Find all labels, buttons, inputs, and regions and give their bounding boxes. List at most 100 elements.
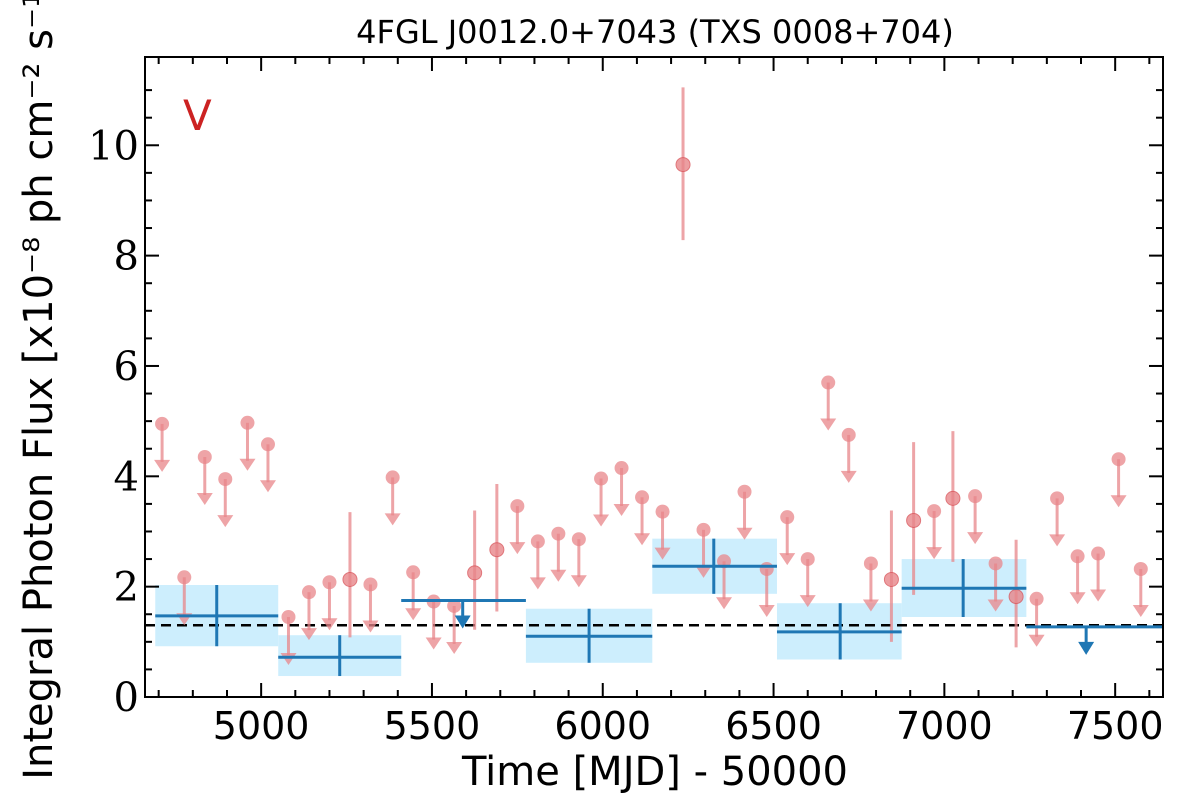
- long-bin-detection: [155, 585, 279, 647]
- short-bin-upper-limit: [300, 585, 317, 641]
- long-bin-series: [155, 538, 1163, 677]
- short-bin-detection: [883, 510, 899, 642]
- upper-limit-arrow: [654, 547, 671, 560]
- short-bin-upper-limit: [425, 594, 442, 650]
- data-point: [696, 522, 711, 537]
- long-bin-upper-limit: [1026, 625, 1163, 655]
- long-bin-detection: [652, 538, 777, 594]
- short-bin-upper-limit: [820, 375, 837, 431]
- data-point: [1029, 591, 1044, 606]
- short-bin-upper-limit: [654, 504, 671, 560]
- data-point: [260, 437, 275, 452]
- x-tick-label: 7500: [1067, 704, 1164, 748]
- short-bin-upper-limit: [613, 461, 630, 517]
- x-tick-label: 6500: [725, 704, 822, 748]
- upper-limit-arrow: [1132, 605, 1149, 617]
- data-point: [737, 484, 752, 499]
- data-point: [447, 598, 462, 613]
- data-point: [571, 532, 586, 547]
- data-point: [635, 490, 650, 505]
- y-axis-label: Integral Photon Flux [x10⁻⁸ ph cm⁻² s⁻¹]: [16, 0, 62, 780]
- upper-limit-arrow: [425, 637, 442, 650]
- y-tick-label: 0: [114, 675, 139, 721]
- short-bin-upper-limit: [967, 489, 984, 545]
- data-point: [240, 415, 255, 430]
- data-point: [945, 490, 961, 506]
- upper-limit-arrow: [987, 599, 1004, 612]
- data-point: [1050, 491, 1065, 506]
- data-point: [177, 570, 192, 585]
- x-axis-label: Time [MJD] - 50000: [461, 749, 848, 795]
- data-point: [530, 534, 545, 549]
- corner-label: V: [183, 91, 212, 140]
- data-point: [927, 504, 942, 519]
- short-bin-upper-limit: [593, 471, 610, 527]
- short-bin-upper-limit: [926, 504, 943, 560]
- short-bin-upper-limit: [862, 556, 879, 612]
- data-point: [841, 427, 856, 442]
- upper-limit-arrow: [217, 515, 234, 528]
- short-bin-upper-limit: [384, 470, 401, 526]
- upper-limit-arrow: [196, 493, 213, 505]
- short-bin-upper-limit: [446, 598, 463, 654]
- short-bin-upper-limit: [405, 565, 422, 621]
- short-bin-upper-limit: [217, 472, 234, 528]
- upper-limit-arrow: [634, 533, 651, 546]
- upper-limit-arrow: [259, 480, 276, 493]
- upper-limit-arrow: [967, 532, 984, 545]
- upper-limit-arrow: [454, 615, 471, 629]
- data-point: [363, 577, 378, 592]
- short-bin-upper-limit: [1069, 549, 1086, 605]
- data-point: [883, 571, 899, 587]
- short-bin-upper-limit: [799, 552, 816, 608]
- short-bin-upper-limit: [987, 556, 1004, 612]
- upper-limit-arrow: [820, 418, 837, 431]
- upper-limit-arrow: [695, 565, 712, 578]
- data-point: [800, 552, 815, 567]
- upper-limit-arrow: [840, 470, 857, 483]
- upper-limit-arrow: [1069, 592, 1086, 605]
- short-bin-upper-limit: [634, 490, 651, 546]
- data-point: [218, 472, 233, 487]
- short-bin-upper-limit: [1090, 546, 1107, 602]
- data-point: [197, 450, 212, 464]
- long-bin-detection: [901, 559, 1027, 617]
- short-bin-upper-limit: [196, 450, 213, 505]
- data-point: [821, 375, 836, 390]
- short-bin-detection: [467, 510, 483, 630]
- upper-limit-arrow: [239, 458, 256, 471]
- y-tick-label: 8: [114, 234, 139, 280]
- data-point: [406, 565, 421, 580]
- upper-limit-arrow: [1049, 534, 1066, 547]
- x-axis-ticks: 5000 5500 6000 6500 7000 7500: [157, 57, 1164, 748]
- x-tick-label: 5500: [384, 704, 481, 748]
- upper-limit-arrow: [1078, 641, 1095, 655]
- upper-limit-arrow: [570, 575, 587, 588]
- upper-limit-arrow: [1110, 495, 1127, 508]
- short-bin-upper-limit: [779, 510, 796, 566]
- data-point: [594, 471, 609, 486]
- data-point: [551, 526, 566, 541]
- upper-limit-arrow: [362, 620, 379, 633]
- short-bin-detection: [1008, 539, 1024, 648]
- upper-limit-arrow: [593, 514, 610, 527]
- x-tick-label: 6000: [554, 704, 651, 748]
- upper-limit-arrow: [779, 553, 796, 566]
- short-bin-detection: [945, 431, 961, 562]
- short-bin-upper-limit: [550, 526, 567, 582]
- upper-limit-arrow: [862, 599, 879, 612]
- data-point: [385, 470, 400, 485]
- upper-limit-arrow: [405, 608, 422, 621]
- short-bin-upper-limit: [1028, 591, 1045, 647]
- upper-limit-arrow: [509, 542, 526, 555]
- long-bin-upper-limit: [401, 598, 526, 629]
- short-bin-upper-limit: [321, 575, 338, 631]
- long-bin-detection: [278, 635, 402, 677]
- short-bin-detection: [342, 512, 358, 638]
- data-point: [342, 571, 358, 587]
- short-bin-upper-limit: [1132, 562, 1149, 617]
- upper-limit-arrow: [529, 577, 546, 590]
- upper-limit-arrow: [1090, 589, 1107, 602]
- upper-limit-arrow: [926, 547, 943, 560]
- data-point: [863, 556, 878, 571]
